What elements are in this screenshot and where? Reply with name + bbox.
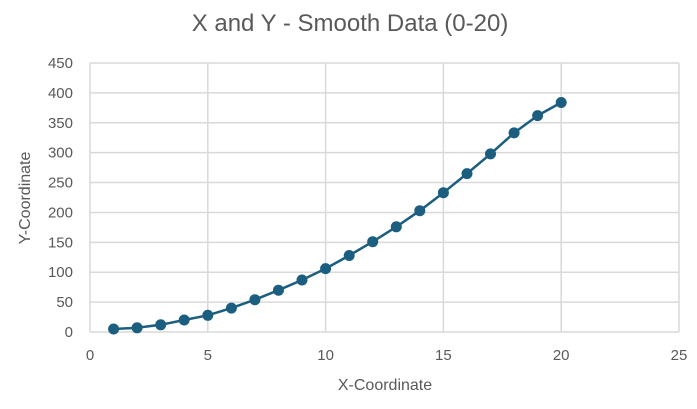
data-point	[461, 168, 473, 180]
chart-title: X and Y - Smooth Data (0-20)	[192, 10, 509, 37]
data-point	[390, 221, 402, 233]
y-tick-label: 100	[48, 264, 73, 281]
x-tick-label: 0	[86, 347, 94, 364]
y-tick-label: 250	[48, 175, 73, 192]
data-point	[296, 274, 308, 286]
data-point	[485, 148, 496, 160]
data-point	[178, 314, 190, 326]
data-point	[273, 284, 284, 296]
data-point	[343, 250, 355, 261]
data-point	[202, 309, 214, 321]
data-point	[414, 205, 426, 217]
y-tick-label: 400	[48, 85, 73, 102]
data-point	[155, 319, 167, 331]
y-tick-label: 150	[48, 234, 73, 251]
gridlines	[89, 62, 680, 333]
x-tick-label: 10	[317, 347, 334, 364]
y-tick-label: 200	[48, 204, 73, 221]
x-tick-label: 20	[553, 347, 570, 364]
y-tick-label: 350	[48, 115, 73, 132]
data-point	[367, 236, 379, 248]
x-tick-label: 5	[204, 347, 212, 364]
data-point	[131, 322, 143, 334]
data-point	[555, 97, 567, 108]
data-point	[225, 302, 237, 314]
data-point	[249, 294, 261, 306]
series-line	[113, 101, 562, 331]
y-tick-label: 450	[48, 55, 73, 72]
x-axis-title: X-Coordinate	[338, 377, 432, 394]
tick-labels: 0 50 100 150 200 250 300 350 400 450 0 5 10 15 20 25	[48, 55, 687, 364]
y-tick-label: 50	[56, 294, 73, 311]
data-point	[437, 187, 449, 199]
data-point	[508, 127, 520, 139]
y-axis-title: Y-Coordinate	[17, 152, 34, 245]
data-point	[532, 110, 544, 122]
data-point	[320, 263, 332, 275]
series-layer	[108, 97, 567, 335]
data-point	[108, 323, 120, 335]
y-tick-label: 0	[65, 324, 73, 341]
x-tick-label: 25	[671, 347, 688, 364]
y-tick-label: 300	[48, 145, 73, 162]
x-tick-label: 15	[435, 347, 452, 364]
